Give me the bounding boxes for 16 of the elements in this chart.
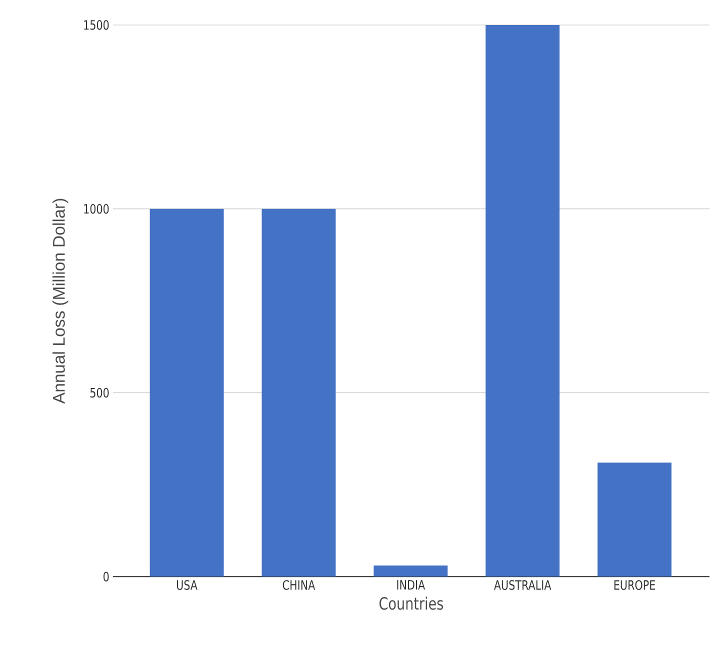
x-tick-label: CHINA: [282, 580, 316, 590]
x-tick-label: USA: [176, 580, 198, 590]
y-tick-label: 0: [104, 572, 109, 582]
x-tick-label: INDIA: [397, 580, 426, 590]
x-axis-title: Countries: [380, 596, 444, 610]
y-tick-label: 500: [90, 388, 109, 398]
x-tick-label: EUROPE: [614, 580, 655, 590]
y-axis-title: Annual Loss (Million Dollar): [52, 199, 68, 404]
bar: [598, 462, 672, 577]
x-tick-label: AUSTRALIA: [494, 580, 552, 590]
y-tick-label: 1500: [84, 20, 109, 30]
bar: [374, 566, 448, 577]
y-tick-label: 1000: [84, 204, 109, 214]
bar: [262, 209, 336, 577]
bar: [486, 25, 560, 577]
bar: [150, 209, 224, 577]
